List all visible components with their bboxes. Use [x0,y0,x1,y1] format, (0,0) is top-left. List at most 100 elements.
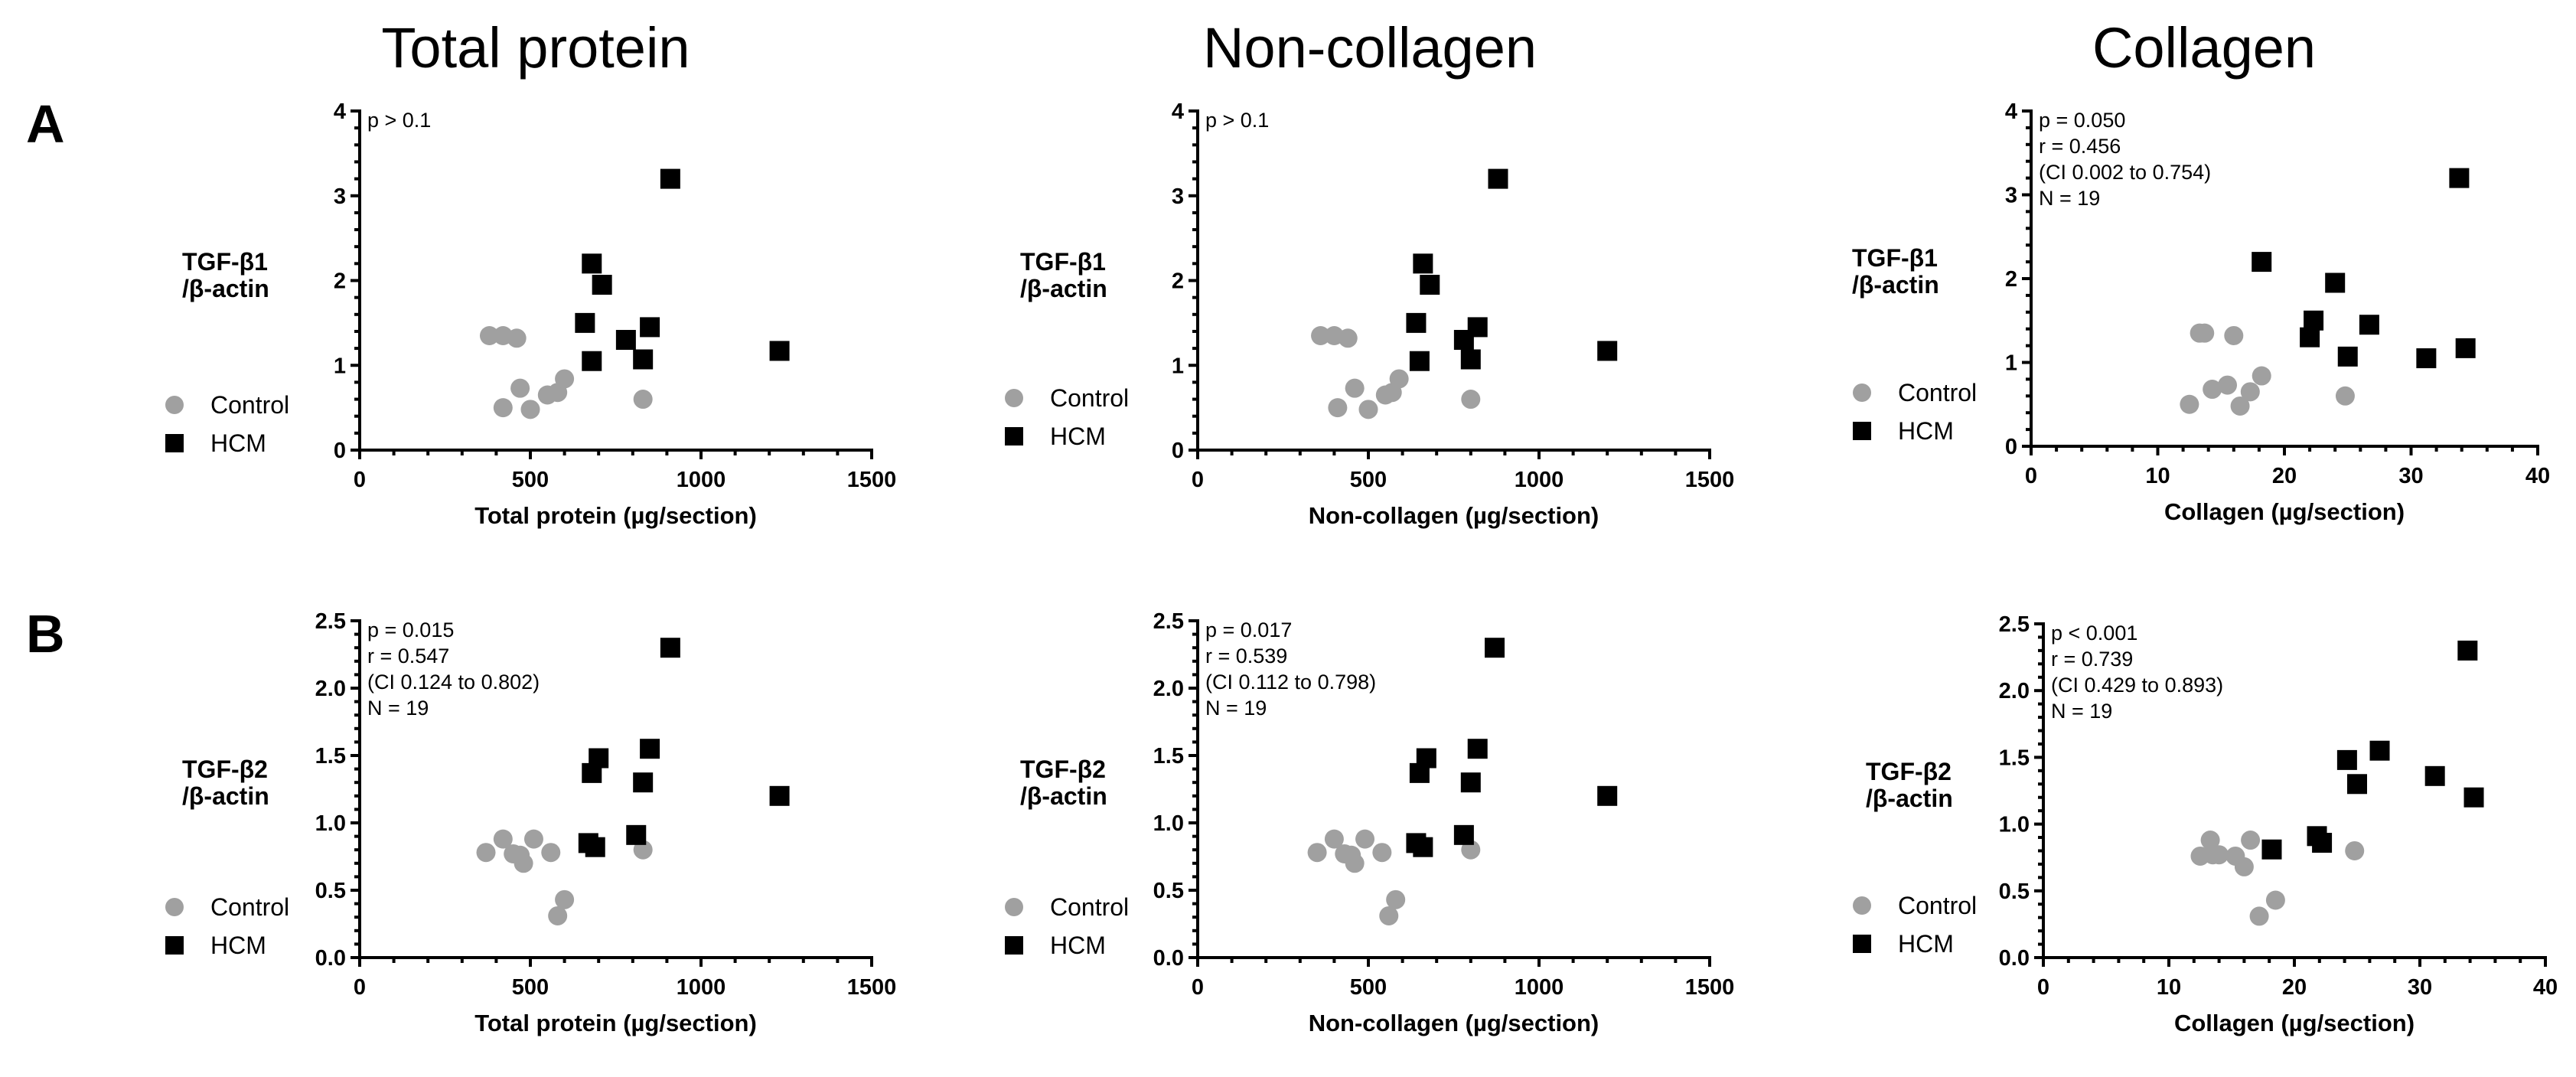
chart-b-1-legend-hcm-marker [1005,936,1023,955]
chart-b-1-point-hcm [1413,837,1433,857]
chart-a-1-point-control [1338,328,1358,348]
chart-a-2-legend-hcm-marker [1853,422,1871,440]
chart-a-2-y-tick-label: 0 [2005,435,2017,459]
chart-b-2-point-control [2265,890,2285,910]
chart-b-0-stat-line: (CI 0.124 to 0.802) [367,671,540,694]
chart-a-2-legend-hcm-label: HCM [1898,417,1954,445]
chart-a-2-point-hcm [2304,310,2324,331]
chart-a-1-point-hcm [1597,341,1618,361]
chart-b-2-point-hcm [2336,749,2357,770]
chart-a-2-point-control [2195,323,2215,343]
chart-b-1: 0 500 1000 1500 0.0 0.5 1.0 1.5 2.0 2.5 Non-collag… [1005,609,1734,1036]
chart-b-0-stat-line: p = 0.015 [367,618,454,641]
chart-b-1-y-tick-label: 0.5 [1153,879,1184,903]
chart-a-1-x-tick-label: 1500 [1685,468,1735,492]
chart-b-1-y-tick-label: 1.0 [1153,811,1184,836]
chart-b-2-x-tick-label: 30 [2408,975,2432,1000]
chart-b-2-y-tick-label: 1.0 [1999,813,2030,837]
chart-b-1-legend-control-marker [1005,898,1023,916]
chart-a-2-x-tick-label: 0 [2025,464,2037,488]
chart-b-1-point-control [1324,829,1344,849]
chart-b-2-point-hcm [2464,787,2484,808]
chart-a-1-point-hcm [1460,349,1481,370]
chart-b-1-legend-control-label: Control [1050,893,1129,921]
chart-a-1-y-tick-label: 2 [1172,269,1184,294]
chart-b-2-point-control [2241,831,2261,850]
chart-b-0-point-hcm [633,772,654,793]
chart-b-2-x-tick-label: 0 [2037,975,2049,1000]
column-title-collagen: Collagen [2092,16,2316,80]
chart-a-1-legend-hcm-marker [1005,427,1023,445]
chart-b-0-point-control [493,829,513,849]
chart-b-0-legend-hcm-marker [165,936,184,955]
chart-b-0-y-tick-label: 1.5 [315,744,346,769]
chart-b-2-y-tick-label: 1.5 [1999,746,2030,770]
chart-b-1-x-tick-label: 1500 [1685,975,1735,1000]
chart-b-1-stat-line: r = 0.539 [1205,645,1287,667]
chart-b-2-point-control [2203,845,2222,865]
chart-a-1-x-axis-label: Non-collagen (µg/section) [1309,502,1599,529]
chart-b-0-point-control [523,829,543,849]
chart-b-0-legend-control-marker [165,898,184,916]
chart-b-1-point-hcm [1485,638,1505,658]
chart-a-2-stat-line: (CI 0.002 to 0.754) [2039,161,2211,184]
chart-a-1-x-tick-label: 0 [1192,468,1204,492]
chart-a-1: 0 500 1000 1500 0 1 2 3 4 Non-collagen (µg/sectio… [1005,100,1734,529]
chart-b-1-point-control [1355,829,1375,849]
chart-a-0-point-control [507,328,527,348]
chart-b-1-x-tick-label: 500 [1350,975,1387,1000]
chart-a-0-legend-control-marker [165,396,184,414]
chart-b-1-stat-line: (CI 0.112 to 0.798) [1205,671,1376,694]
chart-a-1-point-control [1311,325,1331,345]
chart-a-1-point-hcm [1409,351,1430,371]
chart-b-2-y-tick-label: 2.5 [1999,612,2030,637]
chart-b-0-y-tick-label: 1.0 [315,811,346,836]
chart-a-2-y-tick-label: 2 [2005,267,2017,292]
chart-b-2-stat-line: (CI 0.429 to 0.893) [2051,674,2223,697]
chart-a-2-point-control [2224,325,2244,345]
chart-a-2-y-axis-label-line1: TGF-β1 [1852,244,1938,272]
chart-a-0-point-hcm [615,330,636,351]
chart-a-1-point-control [1461,390,1481,410]
chart-a-1-point-control [1389,369,1409,389]
chart-a-2-point-hcm [2300,327,2320,348]
chart-b-0-legend-control-label: Control [210,893,289,921]
chart-b-1-y-tick-label: 2.0 [1153,677,1184,701]
chart-b-1-point-control [1461,840,1481,860]
chart-a-2-point-hcm [2337,346,2358,367]
chart-a-0-point-control [510,378,530,398]
chart-b-1-y-tick-label: 2.5 [1153,609,1184,634]
chart-b-2-y-axis-label-line2: /β-actin [1866,785,1953,812]
chart-a-2-stat-line: p = 0.050 [2039,109,2125,132]
chart-b-1-point-control [1307,843,1327,863]
chart-a-1-point-control [1358,400,1378,419]
chart-a-2-point-control [2203,380,2222,400]
chart-a-2-point-hcm [2252,252,2272,273]
chart-b-2-y-tick-label: 2.0 [1999,679,2030,703]
chart-a-0-point-hcm [582,351,602,371]
chart-b-1-y-tick-label: 0.0 [1153,946,1184,971]
chart-b-2-legend-control-label: Control [1898,892,1977,919]
chart-b-2-point-control [2345,840,2365,860]
chart-b-2-point-hcm [2312,833,2333,853]
chart-b-1-legend-hcm-label: HCM [1050,932,1106,959]
chart-b-2-point-hcm [2369,740,2390,761]
chart-a-1-y-axis-label-line1: TGF-β1 [1020,248,1106,276]
chart-b-2: 0 10 20 30 40 0.0 0.5 1.0 1.5 2.0 2.5 Collagen (µg/… [1853,612,2558,1036]
chart-b-0-point-hcm [640,739,660,759]
chart-a-2-point-control [2230,396,2250,416]
chart-a-2-y-tick-label: 3 [2005,184,2017,208]
chart-b-0-stat-line: N = 19 [367,697,429,720]
chart-a-0-legend-hcm-marker [165,434,184,452]
chart-a-0-x-tick-label: 500 [512,468,549,492]
chart-a-2-y-tick-label: 4 [2005,100,2017,124]
chart-a-0-point-hcm [660,168,680,189]
chart-b-2-y-axis-label-line1: TGF-β2 [1866,758,1952,785]
chart-a-0-legend-control-label: Control [210,391,289,419]
chart-b-0-x-tick-label: 0 [354,975,366,1000]
chart-b-0-y-tick-label: 0.5 [315,879,346,903]
chart-b-2-stat-line: N = 19 [2051,700,2112,723]
chart-a-2-point-control [2218,375,2238,395]
chart-b-1-y-tick-label: 1.5 [1153,744,1184,769]
chart-a-1-point-control [1328,398,1348,418]
